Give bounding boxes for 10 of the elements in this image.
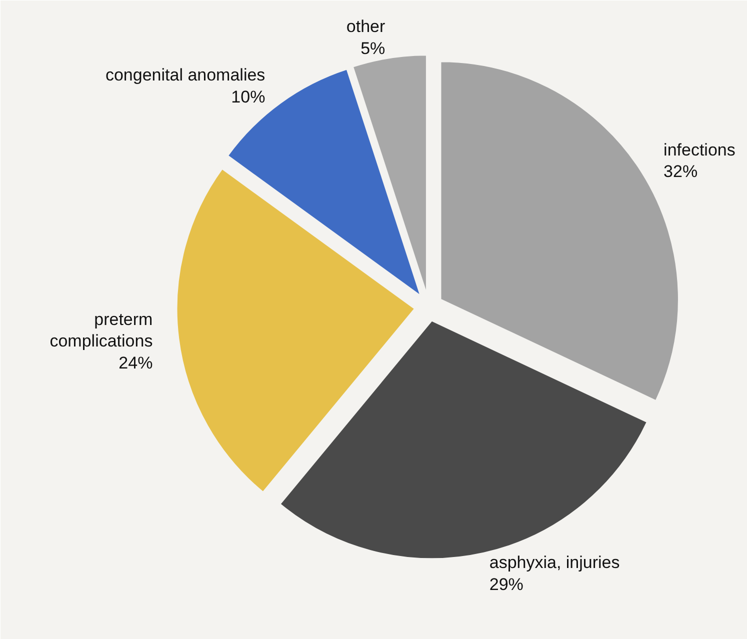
data-label: 32% — [664, 162, 698, 182]
data-label: 5% — [360, 38, 386, 58]
data-label: 24% — [118, 354, 153, 373]
slice-label: asphyxia, injuries — [489, 552, 620, 572]
slice-label: preterm complications — [50, 310, 153, 351]
slice-label: other — [346, 16, 386, 36]
data-label: 29% — [489, 574, 524, 594]
data-label: 10% — [231, 88, 266, 107]
slice-label: congenital anomalies — [105, 66, 266, 85]
slice-label: infections — [664, 140, 736, 160]
